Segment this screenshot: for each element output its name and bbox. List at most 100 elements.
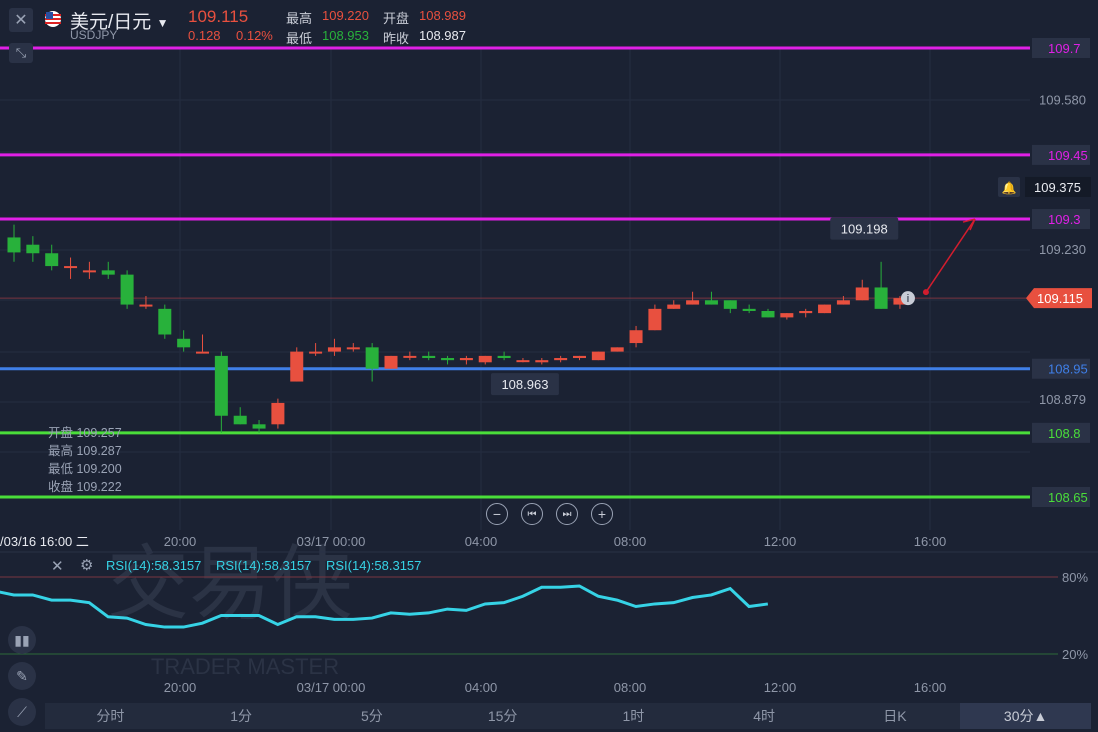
tf-tab[interactable]: 1分 [230, 708, 253, 724]
indicator-button[interactable]: ▮▮ [8, 626, 36, 654]
skip-start-button[interactable]: ⏮ [521, 503, 543, 525]
candle-body [290, 351, 304, 382]
rsi-label-1: RSI(14):58.3157 [106, 558, 202, 573]
symbol-code: USDJPY [70, 28, 118, 42]
candle-body [441, 358, 455, 361]
rsi-label-2: RSI(14):58.3157 [216, 558, 312, 573]
level-tag [1032, 422, 1090, 443]
trend-arrow-start [922, 289, 929, 296]
rsi-time-tick: 04:00 [465, 680, 498, 695]
level-tag [1032, 144, 1090, 165]
max-marker-label: 109.198 [841, 222, 888, 237]
candle-body [45, 253, 59, 267]
tf-tab[interactable]: 分时 [96, 708, 125, 724]
analysis-button[interactable]: ⟋ [8, 698, 36, 726]
tf-tab[interactable]: 1时 [622, 708, 645, 724]
info-icon [900, 291, 915, 306]
rsi-close-icon[interactable]: ✕ [51, 558, 64, 575]
plus-icon: + [597, 506, 607, 522]
candle-body [610, 347, 624, 352]
close-button[interactable]: ✕ [9, 8, 33, 32]
prev-close-value: 108.987 [419, 28, 466, 43]
candle-body [874, 287, 888, 309]
candle-body [309, 351, 323, 354]
zoom-in-button[interactable]: + [591, 503, 613, 525]
low-label: 最低 [286, 31, 313, 46]
candle-body [855, 287, 869, 301]
candle-body [196, 351, 209, 354]
zoom-out-button[interactable]: − [486, 503, 508, 525]
skip-forward-icon: ⏭ [562, 508, 572, 520]
max-marker-box [830, 217, 899, 240]
price-change: 0.128 [188, 28, 221, 43]
tf-tab-active[interactable]: 30分▲ [960, 703, 1091, 729]
candle-body [327, 347, 341, 352]
candle-body [648, 308, 662, 331]
candle-body [516, 360, 530, 363]
minus-icon: − [492, 506, 502, 522]
price-axis-label: 108.879 [1039, 392, 1086, 407]
current-price-label: 109.115 [1037, 291, 1083, 306]
rsi-time-tick: 03/17 00:00 [297, 680, 366, 695]
price-axis-label: 109.580 [1039, 92, 1086, 107]
draw-button[interactable]: ✎ [8, 662, 36, 690]
us-flag-icon [44, 10, 62, 31]
pencil-icon: ✎ [16, 667, 28, 684]
candle-body [252, 424, 266, 429]
rsi-label-3: RSI(14):58.3157 [326, 558, 422, 573]
open-value: 108.989 [419, 8, 466, 23]
candle-body [64, 266, 78, 269]
candle-body [893, 298, 907, 305]
candle-body [818, 304, 832, 314]
rsi-time-tick: 12:00 [764, 680, 797, 695]
candle-body [82, 270, 96, 273]
rsi-time-tick: 20:00 [164, 680, 197, 695]
price-change-pct: 0.12% [236, 28, 273, 43]
tf-tab[interactable]: 4时 [753, 708, 776, 724]
trend-arrow [925, 218, 976, 293]
tf-tab[interactable]: 5分 [360, 708, 383, 724]
symbol-name: 美元/日元 [70, 12, 152, 33]
candle-body [497, 355, 511, 359]
rsi-time-tick: 16:00 [914, 680, 947, 695]
candle-body [573, 355, 586, 359]
bell-icon-bg [998, 176, 1020, 197]
symbol-selector[interactable]: 美元/日元 ▼ [70, 7, 168, 34]
tf-tab[interactable]: 日K [883, 708, 907, 724]
crosshair-low: 最低 109.200 [48, 462, 122, 476]
candles-icon: ▮▮ [14, 631, 30, 648]
time-tick: 04:00 [465, 534, 498, 549]
candle-body [346, 347, 360, 350]
candle-body [535, 360, 549, 363]
candle-body [459, 358, 473, 361]
min-marker-label: 108.963 [501, 377, 548, 392]
time-tick: 03/17 00:00 [297, 534, 366, 549]
level-tag [1032, 38, 1090, 58]
crosshair-high: 最高 109.287 [48, 444, 122, 458]
rsi-80-label: 80% [1062, 570, 1088, 585]
collapse-button[interactable]: ⤡ [9, 43, 33, 63]
info-icon-glyph: i [907, 293, 909, 305]
candle-body [214, 355, 228, 416]
tf-tab[interactable]: 15分 [487, 708, 518, 724]
low-value: 108.953 [322, 28, 369, 43]
rsi-20-label: 20% [1062, 647, 1088, 662]
skip-end-button[interactable]: ⏭ [556, 503, 578, 525]
collapse-icon: ⤡ [15, 45, 27, 60]
min-marker-box [490, 373, 559, 396]
candle-body [723, 300, 737, 309]
level-label: 108.8 [1048, 426, 1081, 441]
candle-body [836, 300, 850, 305]
level-label: 109.3 [1048, 212, 1081, 227]
candle-body [799, 310, 813, 314]
level-label: 109.45 [1048, 148, 1088, 163]
candle-body [365, 347, 379, 369]
level-label: 108.65 [1048, 490, 1088, 505]
candle-body [554, 358, 568, 361]
candle-body [629, 330, 643, 344]
crosshair-time-label: /03/16 16:00 二 [0, 534, 89, 549]
candle-body [384, 355, 398, 369]
candle-body [761, 310, 775, 318]
rsi-settings-icon[interactable]: ⚙ [80, 557, 94, 574]
